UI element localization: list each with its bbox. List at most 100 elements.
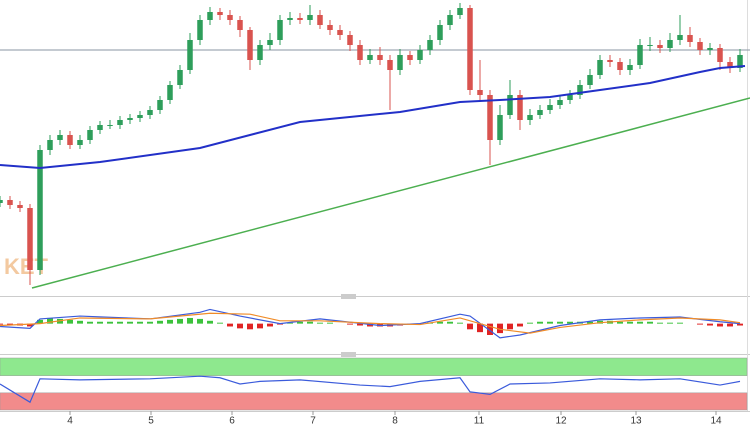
candle-body [627, 65, 633, 70]
candle-body [97, 125, 103, 130]
candle-body [77, 140, 83, 145]
candle-body [657, 45, 663, 48]
histogram-bar [107, 321, 113, 324]
candle-body [517, 95, 523, 120]
histogram-bar [47, 317, 53, 324]
histogram-bar [477, 323, 483, 333]
histogram-bar [507, 323, 513, 330]
histogram-bar [0, 323, 3, 325]
x-tick-label: 12 [555, 416, 567, 427]
x-tick-label: 13 [630, 416, 642, 427]
histogram-bar [627, 321, 633, 324]
candle-body [647, 45, 653, 46]
candle-body [27, 208, 33, 270]
histogram-bar [347, 323, 353, 325]
candle-body [277, 20, 283, 40]
histogram-bar [497, 323, 503, 334]
histogram-bar [147, 321, 153, 324]
histogram-bar [227, 323, 233, 327]
candle-body [587, 75, 593, 85]
candle-body [537, 110, 543, 115]
candle-body [667, 40, 673, 48]
candle-body [607, 60, 613, 62]
histogram-bar [547, 321, 553, 324]
candle-body [397, 55, 403, 70]
candle-body [67, 135, 73, 145]
candle-body [147, 110, 153, 115]
candle-body [257, 45, 263, 60]
candle-body [467, 8, 473, 90]
histogram-bar [127, 321, 133, 324]
x-tick-label: 5 [148, 416, 154, 427]
candle-body [117, 120, 123, 125]
histogram-bar [27, 323, 33, 327]
candle-body [377, 55, 383, 60]
histogram-bar [467, 323, 473, 330]
zone-band [0, 357, 748, 376]
candle-body [157, 100, 163, 110]
histogram-bar [537, 321, 543, 324]
histogram-bar [327, 322, 333, 324]
candle-body [367, 55, 373, 60]
candle-body [177, 70, 183, 85]
histogram-bar [567, 321, 573, 324]
moving-average [0, 65, 746, 170]
candle-body [7, 200, 13, 205]
resize-grip[interactable] [341, 294, 356, 357]
histogram-bar [707, 323, 713, 326]
x-tick-label: 14 [710, 416, 722, 427]
candle-body [527, 115, 533, 120]
histogram-bar [317, 322, 323, 324]
candle-body [47, 140, 53, 150]
candle-body [137, 115, 143, 118]
candle-body [127, 118, 133, 120]
candle-body [597, 60, 603, 75]
histogram-bar [7, 323, 13, 325]
candle-body [707, 48, 713, 50]
candle-body [267, 40, 273, 45]
histogram-bar [457, 322, 463, 324]
histogram-bar [187, 317, 193, 324]
indicator-line [0, 312, 741, 334]
x-tick-label: 7 [310, 416, 316, 427]
histogram-bar [217, 322, 223, 324]
candle-body [567, 95, 573, 100]
candle-body [437, 25, 443, 40]
candle-body [307, 15, 313, 20]
candle-body [0, 200, 3, 203]
histogram-bar [247, 323, 253, 330]
histogram-bar [137, 321, 143, 324]
candle-body [287, 18, 293, 20]
candle-body [427, 40, 433, 50]
candle-body [327, 25, 333, 30]
candle-body [717, 48, 723, 62]
histogram-bar [647, 321, 653, 324]
histogram-bar [557, 321, 563, 324]
histogram-bar [77, 320, 83, 324]
candle-body [347, 35, 353, 45]
candle-body [197, 20, 203, 40]
candle-body [697, 42, 703, 50]
candle-body [617, 62, 623, 70]
histogram-bar [207, 320, 213, 324]
candle-body [217, 12, 223, 15]
histogram-bar [177, 318, 183, 324]
candle-body [407, 55, 413, 60]
zone-band [0, 392, 748, 411]
candle-body [577, 85, 583, 95]
candle-body [497, 115, 503, 140]
histogram-bar [287, 322, 293, 324]
histogram-bar [267, 323, 273, 327]
histogram-bar [197, 318, 203, 324]
histogram-bar [117, 321, 123, 324]
x-tick-label: 11 [474, 416, 485, 427]
histogram-bar [357, 323, 363, 326]
histogram-bar [487, 323, 493, 335]
histogram-bar [697, 323, 703, 325]
candle-body [37, 150, 43, 270]
histogram-bar [257, 323, 263, 329]
candle-body [387, 60, 393, 70]
histogram-bar [67, 319, 73, 324]
